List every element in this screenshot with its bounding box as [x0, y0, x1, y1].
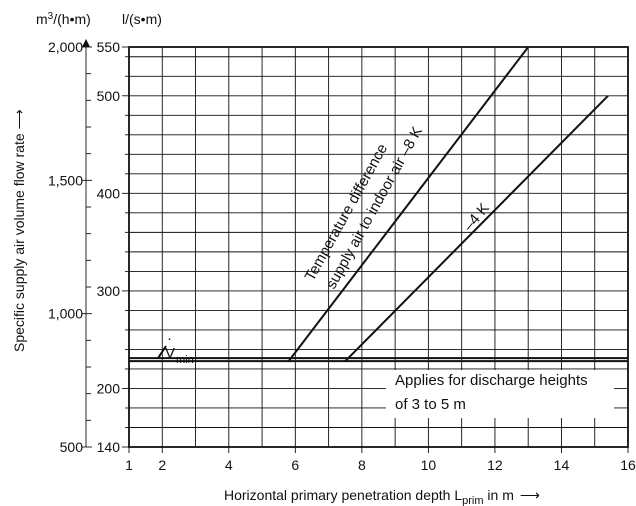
x-axis-title-sub: prim — [462, 495, 483, 506]
x-tick-label: 14 — [554, 457, 570, 473]
right-unit-tick-label: 140 — [97, 439, 121, 455]
y-axis-title: Specific supply air volume flow rate ⟶ — [11, 109, 27, 352]
left-unit-tick-label: 2,000 — [48, 39, 83, 55]
x-tick-label: 12 — [487, 457, 503, 473]
right-unit-tick-label: 200 — [97, 380, 121, 396]
x-axis-arrow: ⟶ — [520, 487, 540, 503]
note-line-2: of 3 to 5 m — [395, 396, 466, 413]
x-tick-label: 8 — [358, 457, 366, 473]
x-axis-title-main: Horizontal primary penetration depth L — [224, 487, 462, 503]
ticks: 1 2 4 6 8 10 12 14 161402003004005005505001,0001… — [48, 39, 636, 473]
series-line — [344, 95, 609, 362]
vmin-symbol: V — [165, 345, 175, 362]
x-tick-label: 4 — [225, 457, 233, 473]
y-axis-arrow: ⟶ — [11, 109, 27, 129]
left-unit-base: m — [36, 11, 48, 27]
x-axis-title-tail: in m — [484, 487, 514, 503]
x-axis-title: Horizontal primary penetration depth Lpr… — [224, 487, 540, 506]
right-unit-tick-label: 550 — [97, 39, 121, 55]
x-tick-label: 2 — [158, 457, 166, 473]
left-unit-tick-label: 1,000 — [48, 306, 83, 322]
left-unit-tick-label: 1,500 — [48, 172, 83, 188]
note-box: Applies for discharge heights of 3 to 5 … — [386, 370, 614, 418]
vmin-sub: min — [176, 354, 194, 366]
note-background — [386, 370, 614, 418]
x-tick-label: 1 — [125, 457, 133, 473]
plot-frame — [128, 46, 629, 448]
right-unit-tick-label: 500 — [97, 88, 121, 104]
left-unit-exp: 3 — [48, 11, 54, 22]
x-tick-label: 10 — [421, 457, 437, 473]
left-unit-tick-label: 500 — [60, 439, 84, 455]
series-line — [287, 46, 529, 362]
x-tick-label: 16 — [620, 457, 636, 473]
right-unit-tick-label: 400 — [97, 185, 121, 201]
left-axis-arrowhead — [82, 39, 90, 47]
right-unit: l/(s•m) — [122, 11, 162, 27]
y-axis-title-text: Specific supply air volume flow rate — [11, 133, 27, 352]
series — [129, 46, 628, 363]
right-unit-tick-label: 300 — [97, 283, 121, 299]
vmin-label: · V min — [165, 330, 194, 366]
vmin-dot: · — [167, 330, 172, 347]
left-unit: m3/(h•m) — [36, 11, 91, 27]
note-line-1: Applies for discharge heights — [395, 372, 588, 389]
left-unit-rest: /(h•m) — [53, 11, 91, 27]
x-tick-label: 6 — [291, 457, 299, 473]
vmin-leader — [157, 345, 167, 359]
